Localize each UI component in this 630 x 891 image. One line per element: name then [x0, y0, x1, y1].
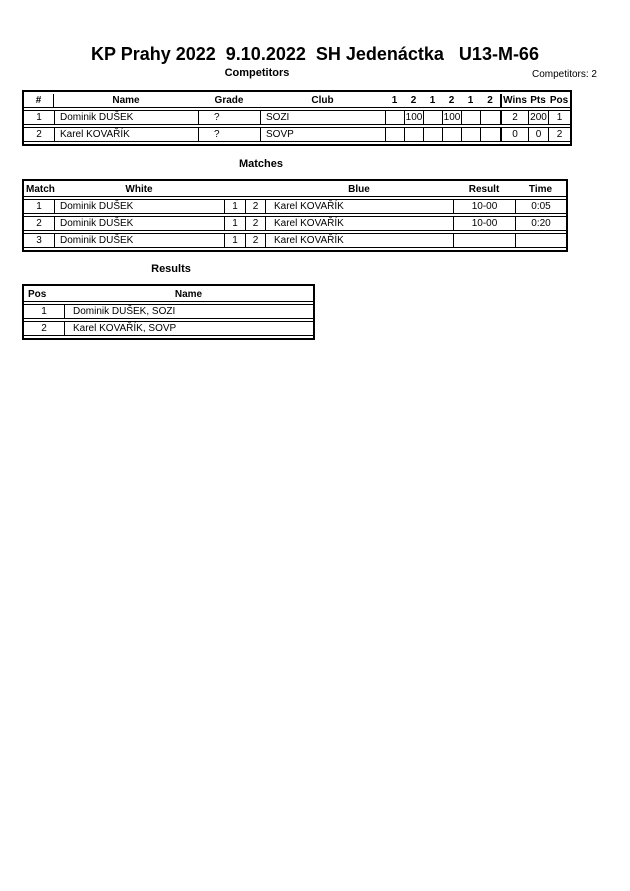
match-row: 3 Dominik DUŠEK 1 2 Karel KOVAŘÍK [24, 233, 566, 248]
round-score [480, 127, 500, 142]
match-result: 10-00 [453, 216, 515, 231]
competitor-grade: ? [198, 110, 260, 125]
competitor-number: 2 [24, 127, 54, 142]
blue-player-name: Karel KOVAŘÍK [265, 199, 453, 214]
white-player-name: Dominik DUŠEK [54, 216, 224, 231]
competitors-header-row: # Name Grade Club 1 2 1 2 1 2 Wins Pts P… [24, 94, 570, 108]
col-header-pos: Pos [24, 288, 64, 302]
col-header-pos: Pos [548, 95, 570, 108]
col-header-blue: Blue [265, 183, 453, 197]
col-header-match: Match [24, 184, 55, 197]
result-name: Karel KOVAŘÍK, SOVP [64, 321, 313, 336]
white-player-number: 1 [224, 216, 245, 231]
competitor-club: SOVP [260, 127, 385, 142]
blue-player-number: 2 [245, 199, 265, 214]
competitor-pts: 200 [528, 110, 548, 125]
col-header-round: 1 [385, 94, 404, 108]
competitor-pos: 2 [548, 127, 570, 142]
matches-table: Match White Blue Result Time 1 Dominik D… [22, 179, 568, 252]
results-heading: Results [151, 263, 191, 275]
match-time: 0:05 [515, 199, 566, 214]
col-header-round: 2 [442, 94, 461, 108]
competitor-wins: 0 [500, 127, 528, 142]
col-header-result: Result [453, 183, 515, 197]
match-result [453, 233, 515, 248]
result-pos: 2 [24, 321, 64, 336]
competitor-club: SOZI [260, 110, 385, 125]
blue-player-name: Karel KOVAŘÍK [265, 233, 453, 248]
matches-heading: Matches [238, 158, 284, 170]
col-header-name: Name [64, 288, 313, 302]
match-number: 2 [24, 216, 54, 231]
competitor-grade: ? [198, 127, 260, 142]
match-number: 1 [24, 199, 54, 214]
round-score: 100 [442, 110, 461, 125]
match-row: 2 Dominik DUŠEK 1 2 Karel KOVAŘÍK 10-00 … [24, 216, 566, 231]
result-pos: 1 [24, 304, 64, 319]
round-score [461, 127, 480, 142]
match-row: 1 Dominik DUŠEK 1 2 Karel KOVAŘÍK 10-00 … [24, 199, 566, 214]
white-player-number: 1 [224, 199, 245, 214]
competitor-number: 1 [24, 110, 54, 125]
competitor-row: 2 Karel KOVAŘÍK ? SOVP 0 0 2 [24, 127, 570, 142]
results-table: Pos Name 1 Dominik DUŠEK, SOZI 2 Karel K… [22, 284, 315, 340]
match-number: 3 [24, 233, 54, 248]
round-score [442, 127, 461, 142]
blue-player-number: 2 [245, 233, 265, 248]
match-time: 0:20 [515, 216, 566, 231]
competitor-pts: 0 [528, 127, 548, 142]
result-row: 2 Karel KOVAŘÍK, SOVP [24, 321, 313, 336]
col-header-spacer [245, 183, 265, 197]
round-score: 100 [404, 110, 423, 125]
col-header-round: 2 [404, 94, 423, 108]
match-time [515, 233, 566, 248]
competitor-name: Dominik DUŠEK [54, 110, 198, 125]
round-score [385, 127, 404, 142]
round-score [423, 110, 442, 125]
col-header-spacer [224, 183, 245, 197]
round-score [385, 110, 404, 125]
white-player-name: Dominik DUŠEK [54, 233, 224, 248]
competitors-heading: Competitors [224, 67, 290, 79]
col-header-white: White [54, 183, 224, 197]
competitors-count: Competitors: 2 [531, 69, 597, 80]
competitor-row: 1 Dominik DUŠEK ? SOZI 100 100 2 200 1 [24, 110, 570, 125]
blue-player-number: 2 [245, 216, 265, 231]
round-score [480, 110, 500, 125]
col-header-round: 1 [461, 94, 480, 108]
round-score [461, 110, 480, 125]
results-header-row: Pos Name [24, 288, 313, 302]
competitors-table: # Name Grade Club 1 2 1 2 1 2 Wins Pts P… [22, 90, 572, 146]
col-header-time: Time [515, 183, 566, 197]
blue-player-name: Karel KOVAŘÍK [265, 216, 453, 231]
round-score [404, 127, 423, 142]
competitor-name: Karel KOVAŘÍK [54, 127, 198, 142]
col-header-pts: Pts [528, 94, 548, 108]
col-header-grade: Grade [198, 94, 260, 108]
white-player-name: Dominik DUŠEK [54, 199, 224, 214]
col-header-wins: Wins [500, 94, 528, 108]
match-result: 10-00 [453, 199, 515, 214]
col-header-round: 1 [423, 94, 442, 108]
round-score [423, 127, 442, 142]
matches-header-row: Match White Blue Result Time [24, 183, 566, 197]
competitor-pos: 1 [548, 110, 570, 125]
result-row: 1 Dominik DUŠEK, SOZI [24, 304, 313, 319]
page-title: KP Prahy 2022 9.10.2022 SH Jedenáctka U1… [91, 44, 539, 64]
result-name: Dominik DUŠEK, SOZI [64, 304, 313, 319]
white-player-number: 1 [224, 233, 245, 248]
competitor-wins: 2 [500, 110, 528, 125]
col-header-name: Name [54, 94, 198, 108]
col-header-number: # [24, 94, 54, 108]
col-header-club: Club [260, 94, 385, 108]
col-header-round: 2 [480, 94, 500, 108]
